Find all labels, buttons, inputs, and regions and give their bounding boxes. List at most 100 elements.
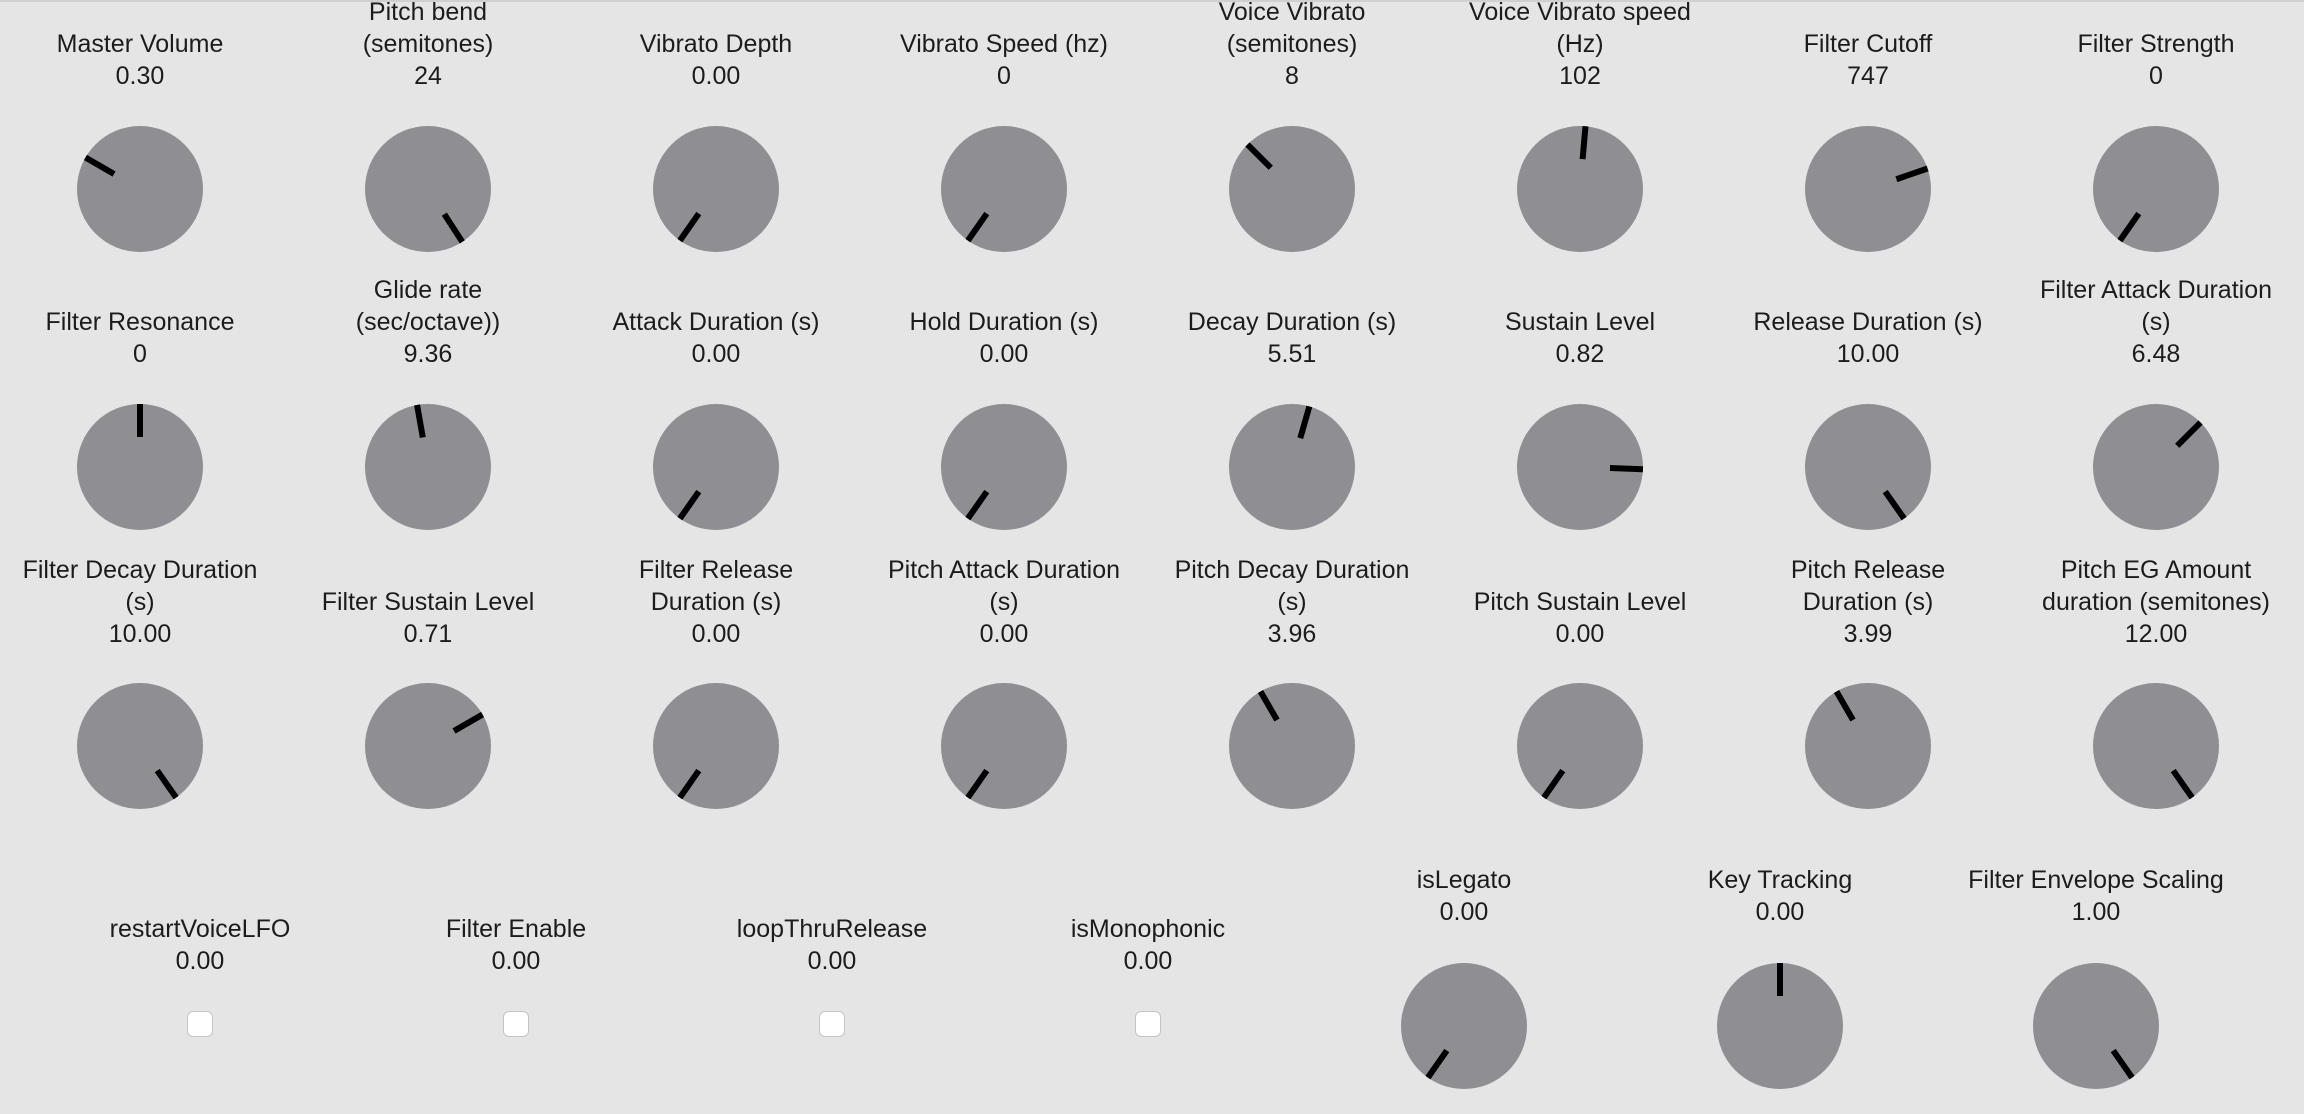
knob-control-voice-vibrato-semitones: Voice Vibrato (semitones) 8 xyxy=(1148,0,1436,92)
knob-indicator xyxy=(441,212,465,244)
rotary-knob-filter-resonance[interactable] xyxy=(77,404,203,530)
knob-label: Filter Release Duration (s) xyxy=(638,556,794,616)
knob-label: Filter Envelope Scaling xyxy=(1968,866,2224,894)
checkbox-filter-enable[interactable] xyxy=(503,1011,529,1037)
knob-value: 0.00 xyxy=(979,620,1029,648)
knob-indicator xyxy=(1425,1048,1450,1080)
checkbox-loopthrurelease[interactable] xyxy=(819,1011,845,1037)
knob-value: 0.00 xyxy=(691,62,741,90)
checkbox-ismonophonic[interactable] xyxy=(1135,1011,1161,1037)
knob-value: 0.00 xyxy=(1439,898,1489,926)
knob-indicator xyxy=(1257,689,1280,722)
knob-indicator xyxy=(677,489,702,521)
knob-indicator xyxy=(1833,689,1856,722)
knob-value: 8 xyxy=(1285,62,1299,90)
rotary-knob-decay-duration-s[interactable] xyxy=(1229,404,1355,530)
rotary-knob-islegato[interactable] xyxy=(1401,963,1527,1089)
knob-label: Vibrato Speed (hz) xyxy=(900,30,1108,58)
rotary-knob-pitch-release-duration-s[interactable] xyxy=(1805,683,1931,809)
knob-value: 0.00 xyxy=(691,620,741,648)
rotary-knob-pitch-bend-semitones[interactable] xyxy=(365,126,491,252)
rotary-knob-master-volume[interactable] xyxy=(77,126,203,252)
knob-indicator xyxy=(83,154,116,177)
rotary-knob-filter-cutoff[interactable] xyxy=(1805,126,1931,252)
rotary-knob-hold-duration-s[interactable] xyxy=(941,404,1067,530)
knob-indicator xyxy=(137,404,143,437)
rotary-knob-voice-vibrato-semitones[interactable] xyxy=(1229,126,1355,252)
knob-value: 12.00 xyxy=(2124,620,2188,648)
knob-indicator xyxy=(452,711,485,734)
knob-control-voice-vibrato-speed-hz: Voice Vibrato speed (Hz) 102 xyxy=(1436,0,1724,92)
rotary-knob-key-tracking[interactable] xyxy=(1717,963,1843,1089)
knob-control-filter-cutoff: Filter Cutoff 747 xyxy=(1724,28,2012,92)
rotary-knob-pitch-eg-amount-duration-semitones[interactable] xyxy=(2093,683,2219,809)
knob-control-filter-strength: Filter Strength 0 xyxy=(2012,28,2300,92)
rotary-knob-filter-strength[interactable] xyxy=(2093,126,2219,252)
toggle-value: 0.00 xyxy=(807,947,857,975)
knob-value: 747 xyxy=(1847,62,1889,90)
knob-value: 24 xyxy=(414,62,442,90)
knob-value: 0.00 xyxy=(979,340,1029,368)
knob-control-pitch-bend-semitones: Pitch bend (semitones) 24 xyxy=(284,0,572,92)
knob-indicator xyxy=(965,768,990,800)
rotary-knob-glide-rate-sec-octave[interactable] xyxy=(365,404,491,530)
knob-control-pitch-eg-amount-duration-semitones: Pitch EG Amount duration (semitones) 12.0… xyxy=(2012,554,2300,650)
checkbox-restartvoicelfo[interactable] xyxy=(187,1011,213,1037)
knob-label: Pitch EG Amount duration (semitones) xyxy=(2042,556,2270,616)
toggle-value: 0.00 xyxy=(1123,947,1173,975)
knob-control-key-tracking: Key Tracking 0.00 xyxy=(1636,864,1924,928)
toggle-label: isMonophonic xyxy=(1070,915,1226,943)
knob-value: 0.00 xyxy=(691,340,741,368)
toggle-label: restartVoiceLFO xyxy=(109,915,291,943)
knob-label: Vibrato Depth xyxy=(639,30,793,58)
knob-label: Voice Vibrato (semitones) xyxy=(1218,0,1366,58)
knob-indicator xyxy=(154,768,179,800)
knob-label: Filter Strength xyxy=(2077,30,2235,58)
knob-label: Pitch Sustain Level xyxy=(1473,588,1687,616)
knob-indicator xyxy=(414,404,426,438)
rotary-knob-sustain-level[interactable] xyxy=(1517,404,1644,530)
rotary-knob-filter-sustain-level[interactable] xyxy=(365,683,491,809)
knob-control-pitch-sustain-level: Pitch Sustain Level 0.00 xyxy=(1436,586,1724,650)
rotary-knob-voice-vibrato-speed-hz[interactable] xyxy=(1517,125,1643,252)
rotary-knob-filter-attack-duration-s[interactable] xyxy=(2093,404,2219,530)
knob-control-filter-release-duration-s: Filter Release Duration (s) 0.00 xyxy=(572,554,860,650)
knob-control-pitch-release-duration-s: Pitch Release Duration (s) 3.99 xyxy=(1724,554,2012,650)
knob-indicator xyxy=(1609,465,1644,473)
knob-label: Attack Duration (s) xyxy=(612,308,820,336)
toggle-control-restartvoicelfo: restartVoiceLFO 0.00 xyxy=(56,913,344,977)
knob-label: Hold Duration (s) xyxy=(909,308,1099,336)
knob-indicator xyxy=(2117,211,2142,243)
knob-control-sustain-level: Sustain Level 0.82 xyxy=(1436,306,1724,370)
rotary-knob-vibrato-speed-hz[interactable] xyxy=(941,126,1067,252)
rotary-knob-filter-decay-duration-s[interactable] xyxy=(77,683,203,809)
knob-value: 3.99 xyxy=(1843,620,1893,648)
knob-label: Key Tracking xyxy=(1707,866,1853,894)
toggle-value: 0.00 xyxy=(175,947,225,975)
rotary-knob-pitch-attack-duration-s[interactable] xyxy=(941,683,1067,809)
knob-value: 0.71 xyxy=(403,620,453,648)
knob-indicator xyxy=(677,768,702,800)
toggle-control-loopthrurelease: loopThruRelease 0.00 xyxy=(688,913,976,977)
rotary-knob-filter-envelope-scaling[interactable] xyxy=(2033,963,2159,1089)
knob-value: 5.51 xyxy=(1267,340,1317,368)
rotary-knob-filter-release-duration-s[interactable] xyxy=(653,683,779,809)
rotary-knob-pitch-decay-duration-s[interactable] xyxy=(1229,683,1355,809)
knob-value: 0.00 xyxy=(1555,620,1605,648)
rotary-knob-vibrato-depth[interactable] xyxy=(653,126,779,252)
rotary-knob-release-duration-s[interactable] xyxy=(1805,404,1931,530)
knob-label: isLegato xyxy=(1416,866,1512,894)
knob-control-filter-sustain-level: Filter Sustain Level 0.71 xyxy=(284,586,572,650)
rotary-knob-pitch-sustain-level[interactable] xyxy=(1517,683,1643,809)
knob-control-decay-duration-s: Decay Duration (s) 5.51 xyxy=(1148,306,1436,370)
knob-value: 0 xyxy=(133,340,147,368)
knob-indicator xyxy=(965,489,990,521)
knob-value: 10.00 xyxy=(1836,340,1900,368)
knob-indicator xyxy=(1541,768,1566,800)
knob-value: 6.48 xyxy=(2131,340,2181,368)
knob-label: Pitch Release Duration (s) xyxy=(1790,556,1946,616)
knob-value: 0 xyxy=(997,62,1011,90)
toggle-control-filter-enable: Filter Enable 0.00 xyxy=(372,913,660,977)
rotary-knob-attack-duration-s[interactable] xyxy=(653,404,779,530)
knob-value: 0.30 xyxy=(115,62,165,90)
